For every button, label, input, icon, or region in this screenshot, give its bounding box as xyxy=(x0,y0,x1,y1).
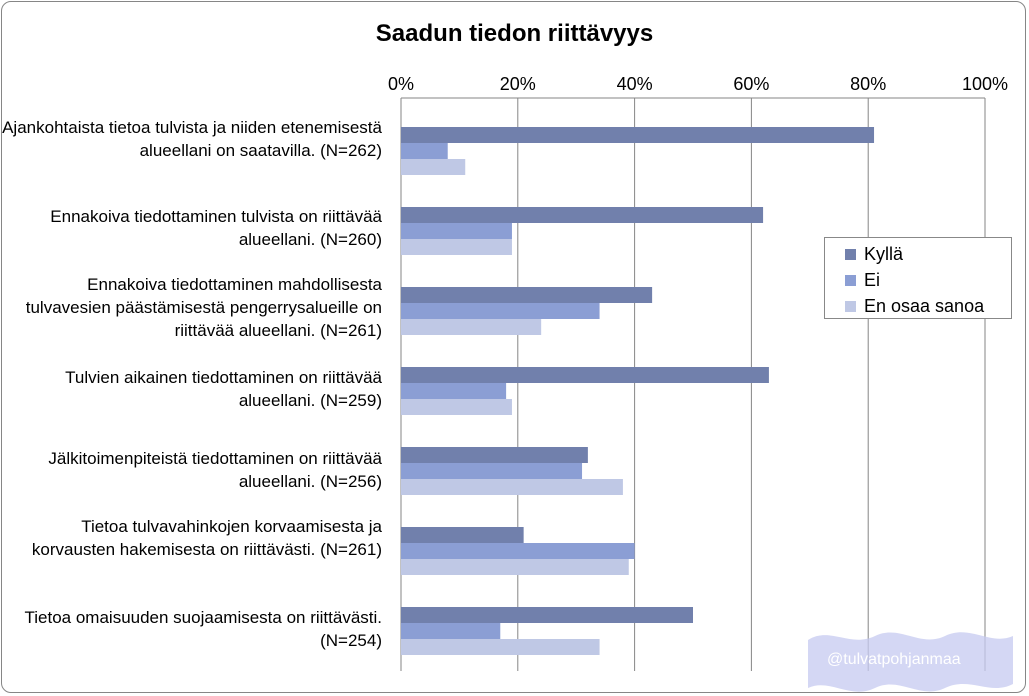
category-label: Ennakoiva tiedottaminen mahdollisesta tu… xyxy=(25,275,382,340)
bar-en-osaa-sanoa xyxy=(401,479,623,495)
watermark-wave-shape xyxy=(808,632,1013,692)
legend-entry: Kyllä xyxy=(845,241,1011,267)
bar-ei xyxy=(401,143,448,159)
bar-ei xyxy=(401,303,600,319)
category-label: Tietoa tulvavahinkojen korvaamisesta ja … xyxy=(31,517,382,559)
x-tick-label: 40% xyxy=(617,74,653,94)
category-label: Jälkitoimenpiteistä tiedottaminen on rii… xyxy=(48,449,382,491)
legend-swatch xyxy=(845,300,856,312)
category-label: Ajankohtaista tietoa tulvista ja niiden … xyxy=(2,118,382,160)
category-label: Ennakoiva tiedottaminen tulvista on riit… xyxy=(50,207,382,249)
chart-title: Saadun tiedon riittävyys xyxy=(375,20,654,47)
bar-en-osaa-sanoa xyxy=(401,399,512,415)
bar-en-osaa-sanoa xyxy=(401,559,629,575)
bar-kylla xyxy=(401,287,653,303)
bar-ei xyxy=(401,543,635,559)
legend-swatch xyxy=(845,248,856,260)
bar-kylla xyxy=(401,447,588,463)
bar-en-osaa-sanoa xyxy=(401,239,512,255)
bar-kylla xyxy=(401,607,693,623)
bar-kylla xyxy=(401,207,764,223)
bar-kylla xyxy=(401,367,769,383)
bar-kylla xyxy=(401,127,875,143)
legend-label: Kyllä xyxy=(864,243,904,264)
watermark-text: @tulvatpohjanmaa xyxy=(827,651,961,668)
legend-entry: Ei xyxy=(845,267,1011,293)
bar-ei xyxy=(401,383,507,399)
legend: Kyllä Ei En osaa sanoa xyxy=(824,237,1012,319)
legend-swatch xyxy=(845,274,856,286)
legend-entry: En osaa sanoa xyxy=(845,293,1011,319)
x-tick-label: 60% xyxy=(733,74,769,94)
category-label: Tulvien aikainen tiedottaminen on riittä… xyxy=(65,368,382,410)
x-tick-label: 100% xyxy=(962,74,1008,94)
legend-label: Ei xyxy=(864,269,881,290)
category-label: Tietoa omaisuuden suojaamisesta on riitt… xyxy=(24,608,383,650)
bar-ei xyxy=(401,223,512,239)
bar-en-osaa-sanoa xyxy=(401,319,542,335)
bar-ei xyxy=(401,623,501,639)
x-tick-label: 0% xyxy=(388,74,414,94)
bar-kylla xyxy=(401,527,524,543)
bar-en-osaa-sanoa xyxy=(401,159,466,175)
legend-label: En osaa sanoa xyxy=(864,295,985,316)
bar-ei xyxy=(401,463,583,479)
x-tick-label: 20% xyxy=(500,74,536,94)
x-tick-label: 80% xyxy=(850,74,886,94)
bar-en-osaa-sanoa xyxy=(401,639,600,655)
